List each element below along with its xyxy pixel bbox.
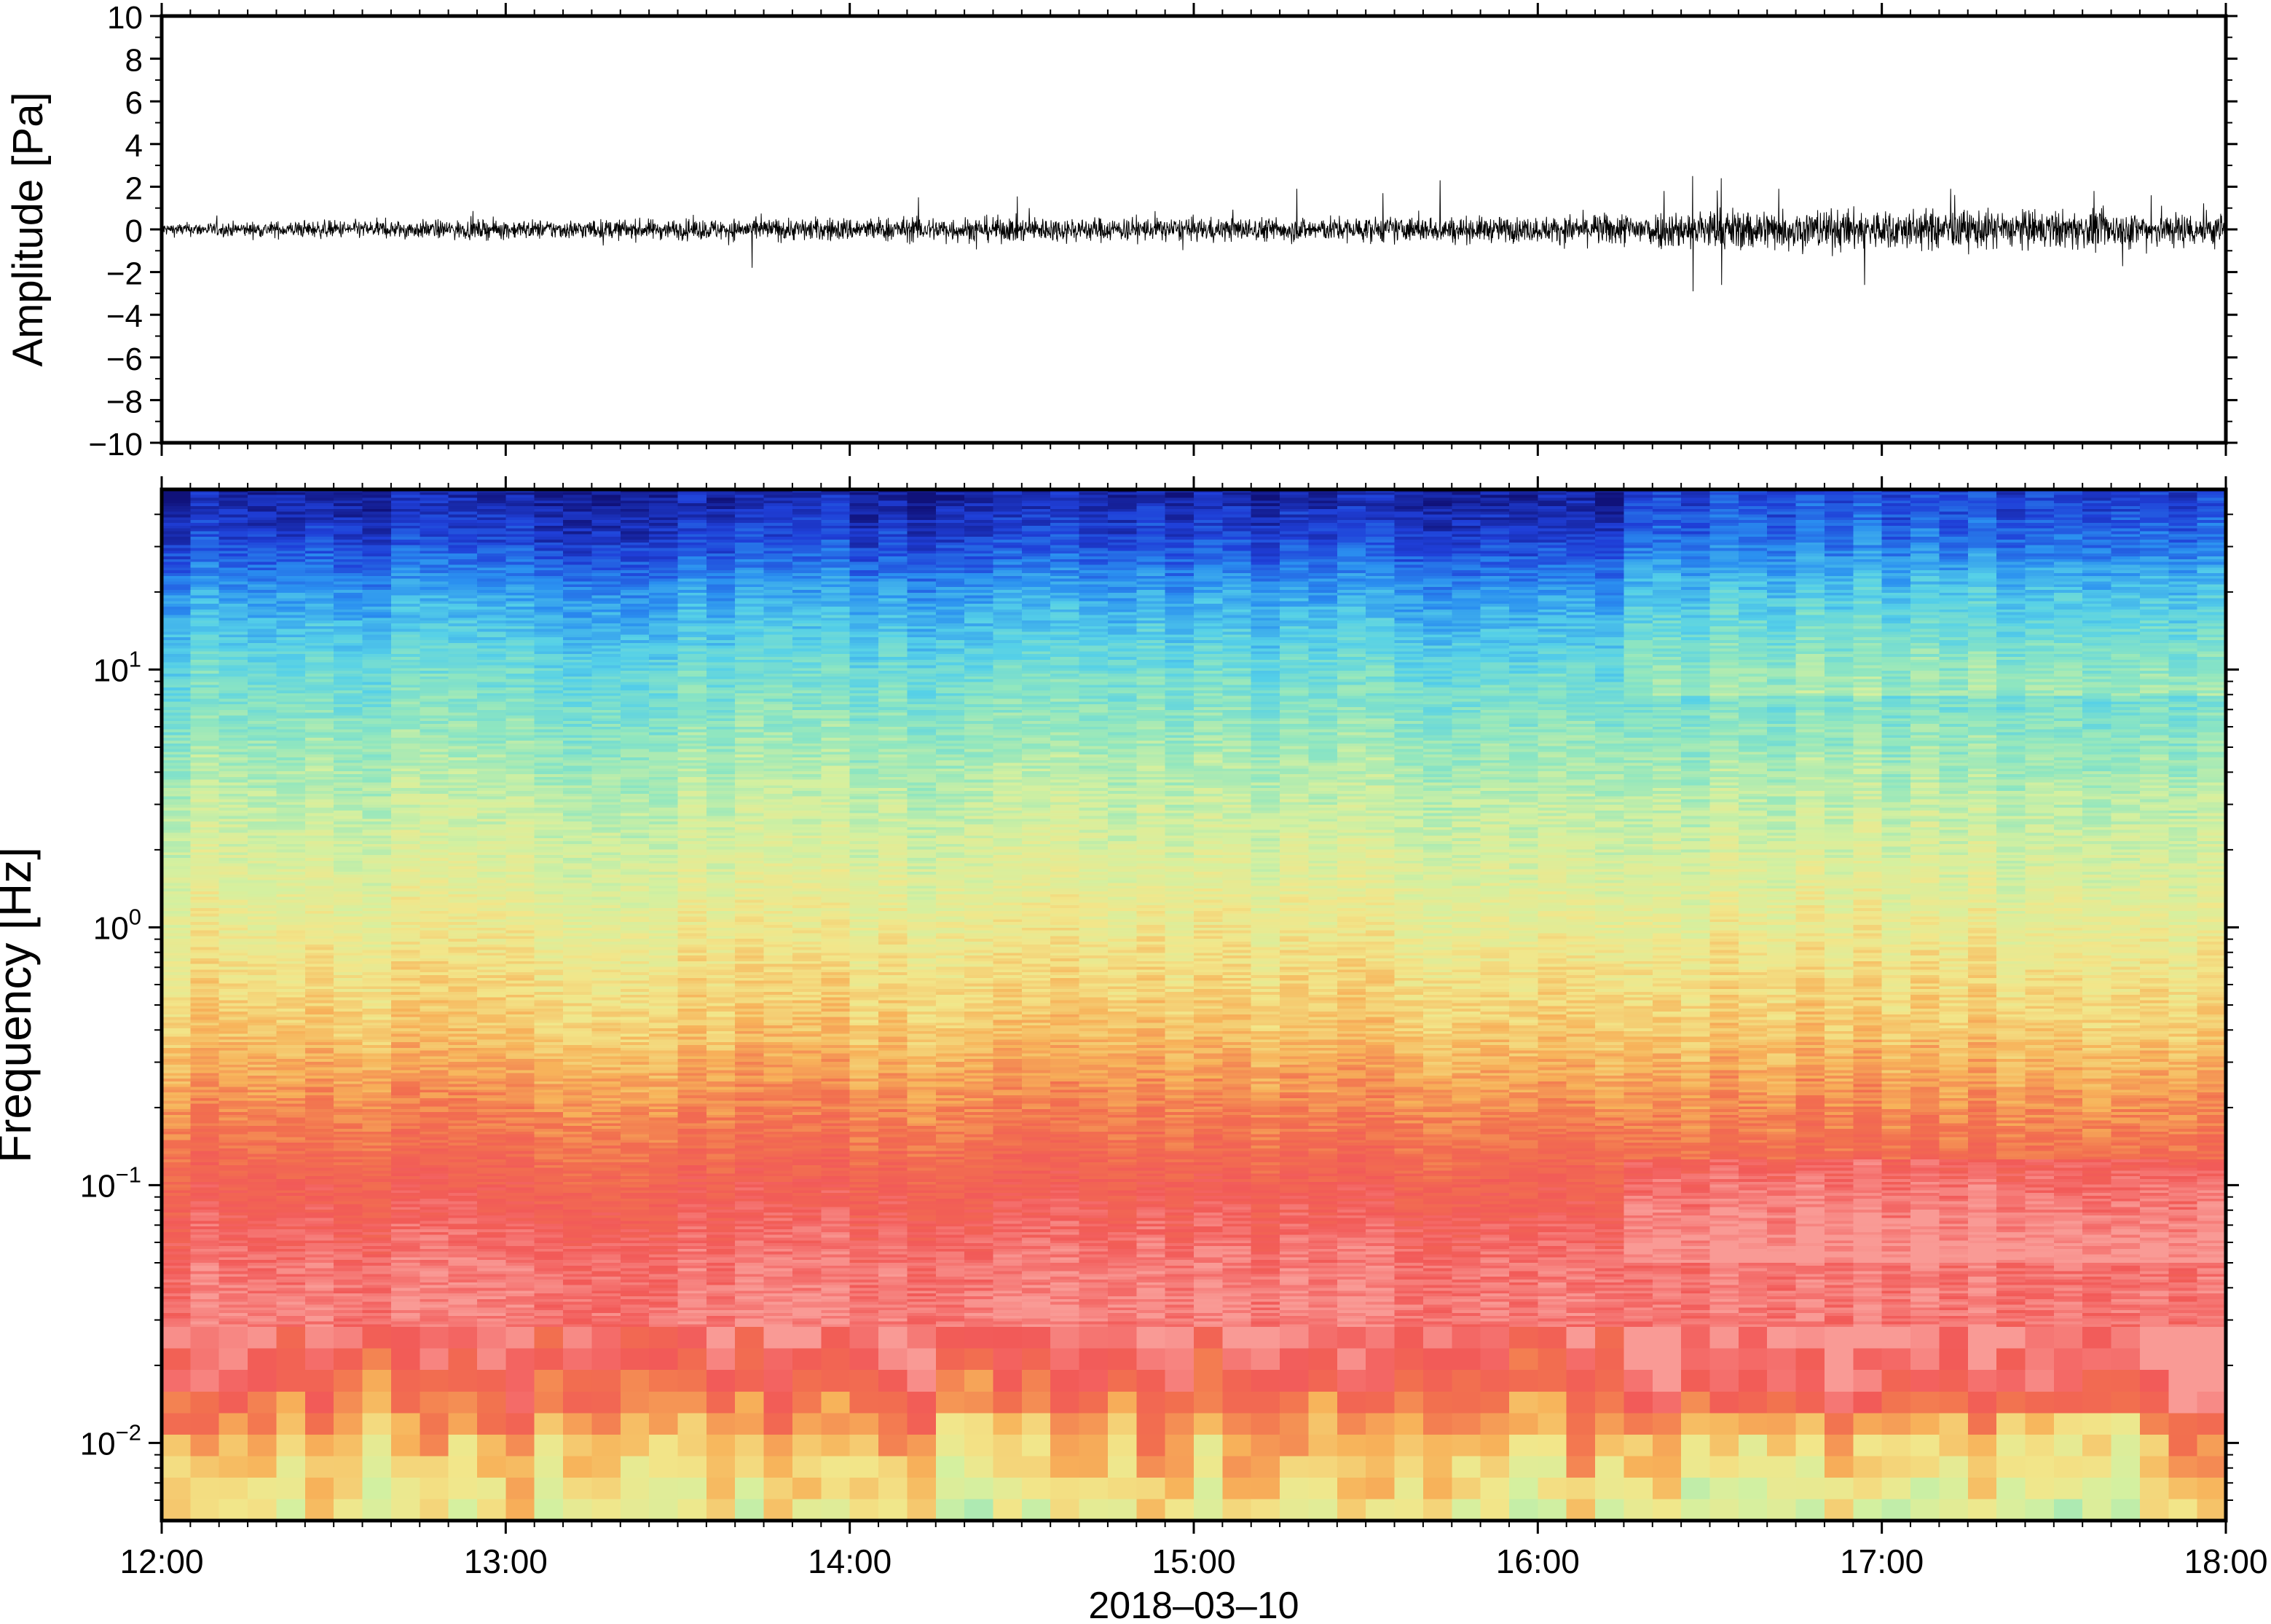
spectrogram-x-tick-label: 14:00 xyxy=(808,1542,892,1580)
spectrogram-y-tick-label: 101 xyxy=(93,646,141,688)
waveform-y-tick-label: −8 xyxy=(106,384,143,419)
spectrogram-y-tick-label: 100 xyxy=(93,904,141,946)
waveform-y-tick-label: 4 xyxy=(125,128,143,164)
waveform-y-tick-label: 0 xyxy=(125,213,143,249)
waveform-y-axis-label: Amplitude [Pa] xyxy=(4,92,52,366)
spectrogram-x-tick-label: 13:00 xyxy=(464,1542,548,1580)
waveform-y-tick-label: 10 xyxy=(107,0,143,36)
waveform-y-tick-label: 6 xyxy=(125,85,143,121)
spectrogram-y-axis-label: Frequency [Hz] xyxy=(0,847,41,1163)
spectrogram-panel: 101 100 10−1 10−2 12:00 13:00 14:00 15:00 16:00… xyxy=(0,476,2268,1624)
spectrogram-x-tick-label: 18:00 xyxy=(2184,1542,2267,1580)
spectrogram-image xyxy=(162,489,2227,1521)
waveform-y-tick-label: −4 xyxy=(106,299,143,334)
waveform-panel: 10 8 6 4 2 0 −2 −4 −6 −8 −10 Amplitude [Pa] xyxy=(4,0,2237,462)
spectrogram-y-tick-label: 10−2 xyxy=(80,1419,141,1462)
spectrogram-x-tick-label: 16:00 xyxy=(1496,1542,1580,1580)
waveform-y-tick-label: −10 xyxy=(88,427,143,462)
spectrogram-x-axis-label: 2018–03–10 xyxy=(1088,1585,1299,1624)
waveform-y-tick-label: −6 xyxy=(106,342,143,377)
spectrogram-x-tick-label: 15:00 xyxy=(1152,1542,1235,1580)
waveform-y-tick-label: −2 xyxy=(106,256,143,292)
spectrogram-x-tick-label: 12:00 xyxy=(119,1542,203,1580)
waveform-y-tick-label: 2 xyxy=(125,170,143,206)
spectrogram-x-tick-label: 17:00 xyxy=(1840,1542,1924,1580)
spectrogram-y-tick-label: 10−1 xyxy=(80,1162,141,1204)
waveform-y-tick-label: 8 xyxy=(125,43,143,79)
